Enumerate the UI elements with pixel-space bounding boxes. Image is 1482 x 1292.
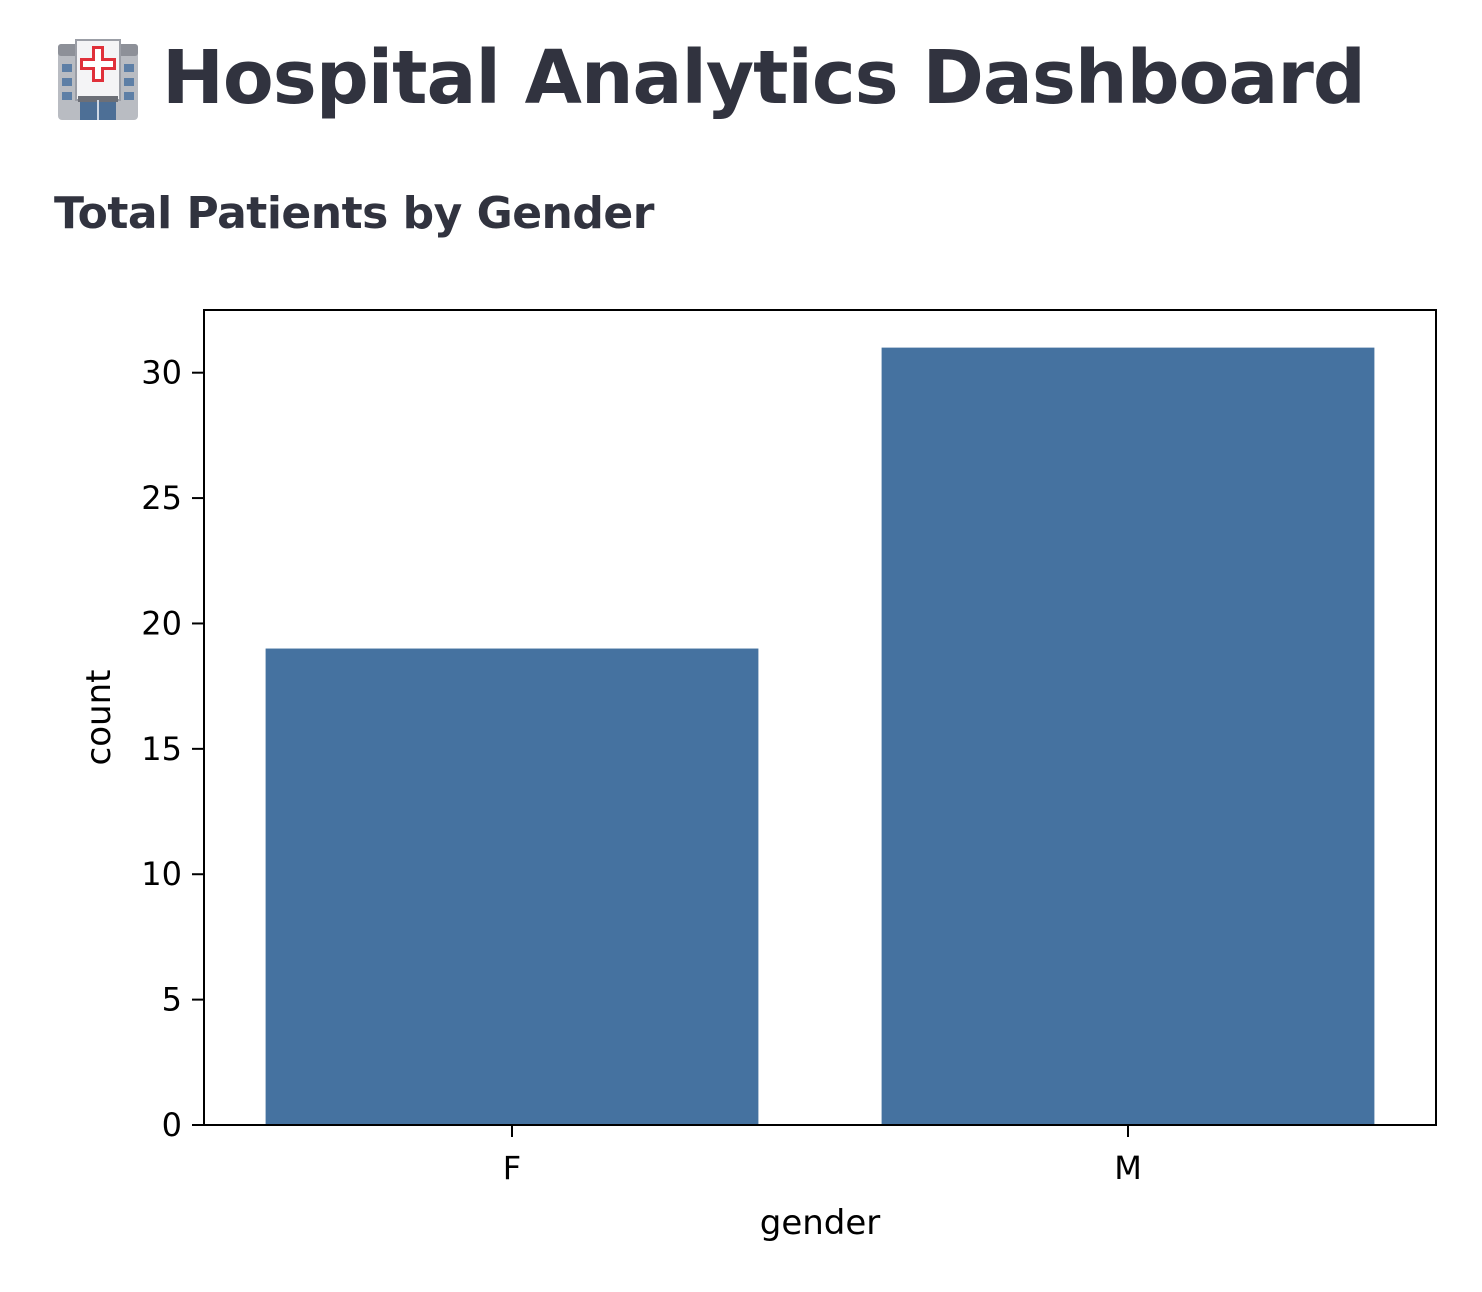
y-tick-label: 5: [162, 981, 182, 1019]
y-tick-label: 30: [141, 354, 182, 392]
page-title: Hospital Analytics Dashboard: [162, 35, 1366, 121]
y-tick-label: 25: [141, 479, 182, 517]
y-tick-label: 20: [141, 604, 182, 642]
x-tick-label: M: [1114, 1149, 1142, 1187]
y-tick-label: 10: [141, 855, 182, 893]
hospital-icon: [58, 39, 138, 120]
page-header: Hospital Analytics Dashboard: [54, 28, 1366, 128]
bar-m: [881, 347, 1375, 1126]
x-axis-label: gender: [760, 1203, 881, 1243]
plot-frame: [203, 309, 1437, 1126]
section-title: Total Patients by Gender: [54, 188, 654, 239]
bar-f: [265, 648, 759, 1125]
y-tick-label: 0: [162, 1106, 182, 1144]
x-tick-label: F: [503, 1149, 521, 1187]
y-axis-label: count: [79, 670, 119, 766]
y-tick-label: 15: [141, 730, 182, 768]
